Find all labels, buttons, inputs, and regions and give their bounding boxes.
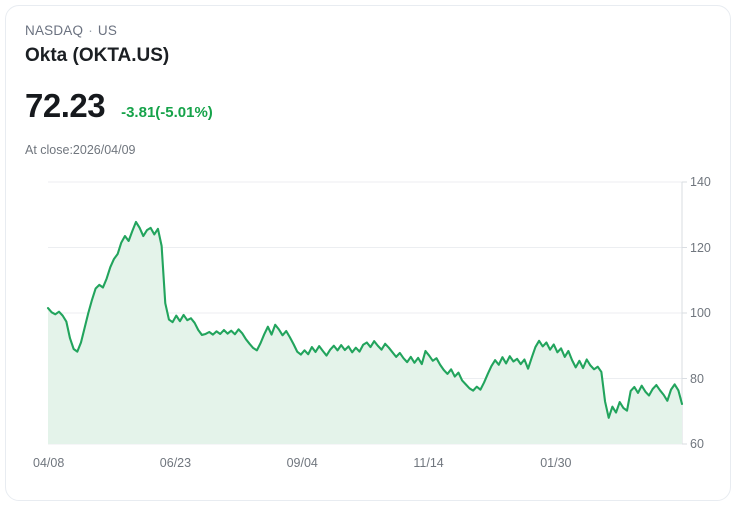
- price-chart-svg: [46, 181, 687, 445]
- quote-header: NASDAQ · US Okta (OKTA.US) 72.23 -3.81(-5.…: [25, 22, 525, 159]
- y-axis-tick-label: 60: [690, 437, 704, 451]
- page-title: Okta (OKTA.US): [25, 45, 170, 66]
- price-row: 72.23 -3.81(-5.01%): [25, 87, 525, 125]
- price-chart[interactable]: 140 120 100 80 60 04/08 06/23 09/04 11/14 01/30: [6, 166, 730, 486]
- price-area-fill: [48, 221, 682, 444]
- x-axis-tick-label: 11/14: [413, 456, 444, 470]
- quote-card: NASDAQ · US Okta (OKTA.US) 72.23 -3.81(-5.…: [5, 5, 731, 501]
- y-axis-tick-label: 100: [690, 306, 711, 320]
- y-axis-tick-label: 80: [690, 371, 704, 386]
- y-axis-tick-label: 140: [690, 175, 711, 189]
- price-change: -3.81(-5.01%): [121, 104, 213, 121]
- x-axis-tick-label: 01/30: [540, 456, 572, 470]
- x-axis-tick-label: 09/04: [286, 456, 318, 470]
- exchange-row: NASDAQ · US: [25, 22, 525, 40]
- x-axis-tick-label: 06/23: [159, 456, 192, 470]
- exchange-name: NASDAQ: [25, 23, 84, 38]
- current-price: 72.23: [25, 87, 106, 124]
- region-label: US: [97, 23, 118, 38]
- price-line: [46, 220, 684, 419]
- y-axis-tick-label: 120: [690, 240, 711, 255]
- x-axis-tick-label: 04/08: [33, 456, 65, 470]
- separator-dot: ·: [88, 23, 93, 38]
- market-status-note: At close:2026/04/09: [25, 143, 136, 157]
